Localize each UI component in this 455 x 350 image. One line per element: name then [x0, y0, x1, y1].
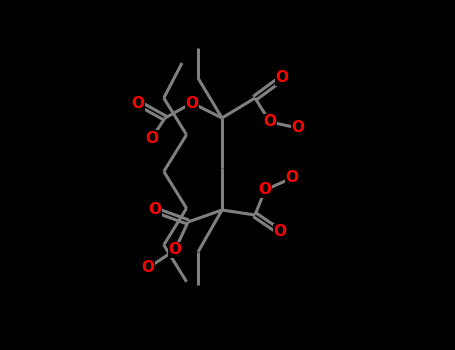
Text: O: O — [292, 120, 304, 135]
Text: O: O — [142, 260, 155, 275]
Text: O: O — [131, 96, 145, 111]
Text: O: O — [275, 70, 288, 85]
Text: O: O — [263, 114, 277, 130]
Text: O: O — [258, 182, 272, 197]
Text: O: O — [148, 203, 162, 217]
Text: O: O — [146, 131, 158, 146]
Text: O: O — [186, 96, 198, 111]
Text: O: O — [273, 224, 287, 239]
Text: O: O — [285, 170, 298, 186]
Text: O: O — [168, 243, 182, 258]
